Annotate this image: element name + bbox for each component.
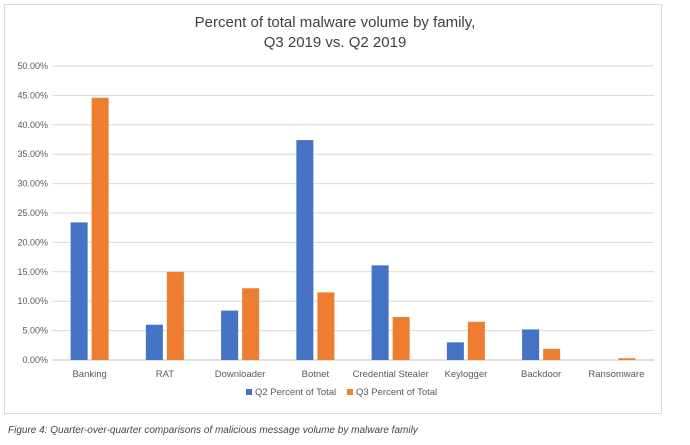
y-tick-label: 15.00% xyxy=(17,267,48,277)
bar-q3-downloader xyxy=(242,288,260,360)
bar-q2-credential-stealer xyxy=(371,265,389,360)
bar-q3-backdoor xyxy=(543,348,561,360)
category-label: Keylogger xyxy=(444,369,487,380)
y-tick-label: 20.00% xyxy=(17,237,48,247)
legend: Q2 Percent of Total Q3 Percent of Total xyxy=(246,387,437,398)
chart-title-line-2: Q3 2019 vs. Q2 2019 xyxy=(264,34,407,51)
figure-caption: Figure 4: Quarter-over-quarter compariso… xyxy=(8,425,418,436)
bar-q3-botnet xyxy=(317,292,335,360)
legend-swatch xyxy=(246,389,252,395)
y-tick-label: 40.00% xyxy=(17,120,48,130)
gridlines xyxy=(52,65,654,361)
bar-q2-botnet xyxy=(296,140,314,360)
y-tick-label: 10.00% xyxy=(17,296,48,306)
category-label: Downloader xyxy=(215,369,266,380)
category-label: RAT xyxy=(156,369,174,380)
category-label: Ransomware xyxy=(588,369,644,380)
bar-q2-keylogger xyxy=(446,342,464,360)
category-label: Credential Stealer xyxy=(353,369,429,380)
category-label: Botnet xyxy=(302,369,330,380)
y-tick-label: 35.00% xyxy=(17,149,48,159)
y-tick-label: 30.00% xyxy=(17,179,48,189)
bar-q2-backdoor xyxy=(522,329,540,360)
bar-q2-banking xyxy=(70,222,88,360)
y-tick-label: 45.00% xyxy=(17,90,48,100)
y-tick-label: 50.00% xyxy=(17,61,48,71)
y-axis-tick-labels: 0.00% 5.00% 10.00% 15.00% 20.00% 25.00% 30.00%… xyxy=(17,61,48,365)
category-label: Banking xyxy=(72,369,106,380)
y-tick-label: 0.00% xyxy=(22,355,48,365)
bar-q3-keylogger xyxy=(467,321,485,360)
bar-q3-rat xyxy=(166,271,184,360)
bars xyxy=(70,97,636,360)
legend-label: Q2 Percent of Total xyxy=(255,387,336,398)
bar-q3-credential-stealer xyxy=(392,317,410,360)
bar-q3-banking xyxy=(91,97,109,360)
bar-q2-downloader xyxy=(221,310,239,360)
bar-q2-rat xyxy=(145,324,163,360)
chart-title-line-1: Percent of total malware volume by famil… xyxy=(195,14,476,31)
y-tick-label: 5.00% xyxy=(22,326,48,336)
y-tick-label: 25.00% xyxy=(17,208,48,218)
bar-q3-ransomware xyxy=(618,358,636,360)
category-label: Backdoor xyxy=(521,369,561,380)
legend-swatch xyxy=(347,389,353,395)
legend-label: Q3 Percent of Total xyxy=(356,387,437,398)
x-axis-category-labels: Banking RAT Downloader Botnet Credential Ste… xyxy=(72,369,644,380)
